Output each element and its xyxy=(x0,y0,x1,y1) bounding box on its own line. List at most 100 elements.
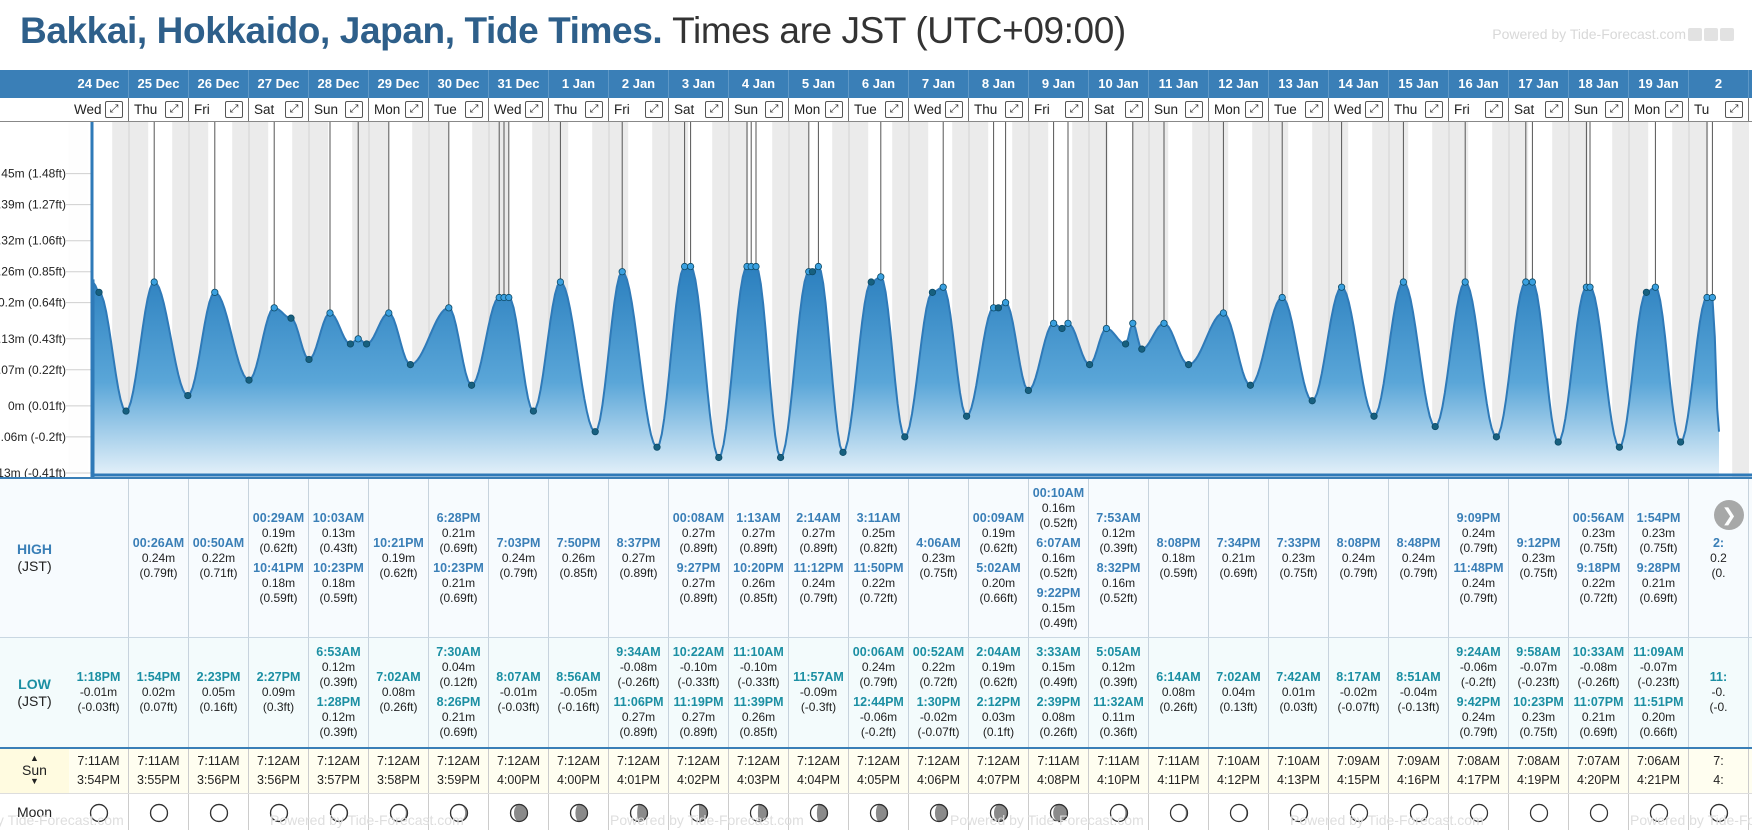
high-tide-time: 9:27PM xyxy=(676,560,721,575)
weekday-label: Fri xyxy=(1454,102,1470,117)
low-tide-height-m: -0.08m xyxy=(1579,660,1618,674)
expand-icon[interactable]: ⤢ xyxy=(825,101,843,118)
low-tide-height-m: 0.19m xyxy=(981,660,1016,674)
low-tide-height-ft: (0.39ft) xyxy=(1099,675,1138,689)
low-tide-height-m: 0.20m xyxy=(1641,710,1676,724)
y-tick-label: 0.2m (0.64ft) xyxy=(0,296,66,310)
low-tide-height-m: -0.02m xyxy=(919,710,958,724)
date-cell: 15 Jan xyxy=(1389,70,1449,98)
low-tide-label: LOW (JST) xyxy=(0,638,69,747)
low-tide-time: 5:05AM xyxy=(1096,645,1141,659)
weekday-label: Mon xyxy=(1214,102,1241,117)
expand-icon[interactable]: ⤢ xyxy=(225,101,243,118)
expand-icon[interactable]: ⤢ xyxy=(1245,101,1263,118)
expand-icon[interactable]: ⤢ xyxy=(945,101,963,118)
sun-cell: 7:11AM 4:08PM xyxy=(1029,749,1089,793)
sunset-time: 3:56PM xyxy=(196,773,241,787)
y-tick-label: .07m (0.22ft) xyxy=(0,363,66,377)
low-tide-height-m: 0.08m xyxy=(381,685,416,699)
sunrise-time: 7:07AM xyxy=(1576,754,1621,768)
moon-cell xyxy=(429,794,489,830)
expand-icon[interactable]: ⤢ xyxy=(1545,101,1563,118)
sun-cell: 7:12AM 4:02PM xyxy=(669,749,729,793)
expand-icon[interactable]: ⤢ xyxy=(1665,101,1683,118)
sunset-time: 4:21PM xyxy=(1636,773,1681,787)
expand-icon[interactable]: ⤢ xyxy=(705,101,723,118)
high-tide-entry: 8:08PM 0.24m (0.79ft) xyxy=(1337,536,1381,581)
low-tide-height-m: 0.04m xyxy=(441,660,476,674)
high-tide-entry: 00:10AM 0.16m (0.52ft) xyxy=(1033,486,1084,531)
scroll-right-icon[interactable]: ❯ xyxy=(1714,500,1744,530)
low-tide-entry: 2:23PM 0.05m (0.16ft) xyxy=(197,670,241,715)
high-tide-height-m: 0.23m xyxy=(921,550,956,565)
expand-icon[interactable]: ⤢ xyxy=(105,101,123,118)
high-tide-height-m: 0.22m xyxy=(201,550,236,565)
high-tide-entry: 1:13AM 0.27m (0.89ft) xyxy=(736,511,780,556)
tide-point xyxy=(385,309,393,317)
high-label-title: HIGH xyxy=(17,541,52,557)
date-cell: 16 Jan xyxy=(1449,70,1509,98)
high-tide-height-m: 0.27m xyxy=(801,525,836,540)
sun-cell: 7:12AM 4:01PM xyxy=(609,749,669,793)
high-tide-time: 00:09AM xyxy=(972,510,1025,525)
low-tide-entry: 2:04AM 0.19m (0.62ft) xyxy=(976,645,1020,690)
date-cell: 29 Dec xyxy=(369,70,429,98)
low-tide-height-ft: (0.72ft) xyxy=(919,675,958,689)
expand-icon[interactable]: ⤢ xyxy=(1185,101,1203,118)
low-tide-height-ft: (-0.13ft) xyxy=(1397,700,1440,714)
tide-point xyxy=(1528,278,1537,286)
expand-icon[interactable]: ⤢ xyxy=(1065,101,1083,118)
high-tide-cell: 8:08PM 0.24m (0.79ft) xyxy=(1329,479,1389,637)
expand-icon[interactable]: ⤢ xyxy=(1365,101,1383,118)
expand-icon[interactable]: ⤢ xyxy=(1005,101,1023,118)
expand-icon[interactable]: ⤢ xyxy=(525,101,543,118)
sunrise-time: 7:09AM xyxy=(1336,754,1381,768)
low-tide-height-ft: (-0.33ft) xyxy=(737,675,780,689)
tide-point xyxy=(362,340,371,348)
high-tide-cell: 6:28PM 0.21m (0.69ft) 10:23PM 0.21m (0.69ft) xyxy=(429,479,489,637)
expand-icon[interactable]: ⤢ xyxy=(645,101,663,118)
expand-icon[interactable]: ⤢ xyxy=(285,101,303,118)
expand-icon[interactable]: ⤢ xyxy=(465,101,483,118)
sun-cell: 7:12AM 4:07PM xyxy=(969,749,1029,793)
expand-icon[interactable]: ⤢ xyxy=(345,101,363,118)
weekday-label: Mon xyxy=(794,102,821,117)
tide-point xyxy=(1219,309,1228,317)
high-tide-time: 6:28PM xyxy=(436,510,481,525)
tide-chart-svg: 45m (1.48ft) .39m (1.27ft) .32m (1.06ft) .2… xyxy=(0,122,1752,477)
low-tide-entry: 7:02AM 0.04m (0.13ft) xyxy=(1216,670,1260,715)
expand-icon[interactable]: ⤢ xyxy=(765,101,783,118)
expand-icon[interactable]: ⤢ xyxy=(1425,101,1443,118)
low-tide-height-ft: (-0.07ft) xyxy=(1337,700,1380,714)
tide-point xyxy=(1086,361,1094,369)
expand-icon[interactable]: ⤢ xyxy=(1605,101,1623,118)
low-tide-time: 9:24AM xyxy=(1456,645,1501,659)
high-tide-entry: 2:14AM 0.27m (0.89ft) xyxy=(796,511,840,556)
expand-icon[interactable]: ⤢ xyxy=(1485,101,1503,118)
low-tide-entry: 1:54PM 0.02m (0.07ft) xyxy=(137,670,181,715)
expand-icon[interactable]: ⤢ xyxy=(1305,101,1323,118)
weekday-cell: Sun ⤢ xyxy=(309,98,369,121)
expand-icon[interactable]: ⤢ xyxy=(165,101,183,118)
sunrise-time: 7:12AM xyxy=(916,754,961,768)
expand-icon[interactable]: ⤢ xyxy=(885,101,903,118)
low-tide-cell: 8:07AM -0.01m (-0.03ft) xyxy=(489,638,549,747)
low-tide-height-m: 0.09m xyxy=(261,685,296,699)
powered-by-link[interactable]: Powered by Tide-Forecast.com xyxy=(1492,26,1734,42)
sun-cell: 7:06AM 4:21PM xyxy=(1629,749,1689,793)
high-tide-height-ft: (0.59ft) xyxy=(1159,565,1198,580)
moon-cell xyxy=(1209,794,1269,830)
low-tide-cell: 10:33AM -0.08m (-0.26ft) 11:07PM 0.21m (0.69f… xyxy=(1569,638,1629,747)
high-tide-height-ft: (0. xyxy=(1711,565,1726,580)
low-tide-cell: 10:22AM -0.10m (-0.33ft) 11:19PM 0.27m (0.89f… xyxy=(669,638,729,747)
expand-icon[interactable]: ⤢ xyxy=(585,101,603,118)
expand-icon[interactable]: ⤢ xyxy=(405,101,423,118)
moon-phase-icon xyxy=(149,803,168,823)
expand-icon[interactable]: ⤢ xyxy=(1725,101,1743,118)
date-cell: 13 Jan xyxy=(1269,70,1329,98)
low-tide-time: 2:12PM xyxy=(976,695,1021,709)
expand-icon[interactable]: ⤢ xyxy=(1125,101,1143,118)
powered-by-watermark: Powered by Tide-Forecast.com xyxy=(270,812,464,828)
low-tide-height-m: -0.04m xyxy=(1399,685,1438,699)
high-tide-height-m: 0.24m xyxy=(801,575,836,590)
